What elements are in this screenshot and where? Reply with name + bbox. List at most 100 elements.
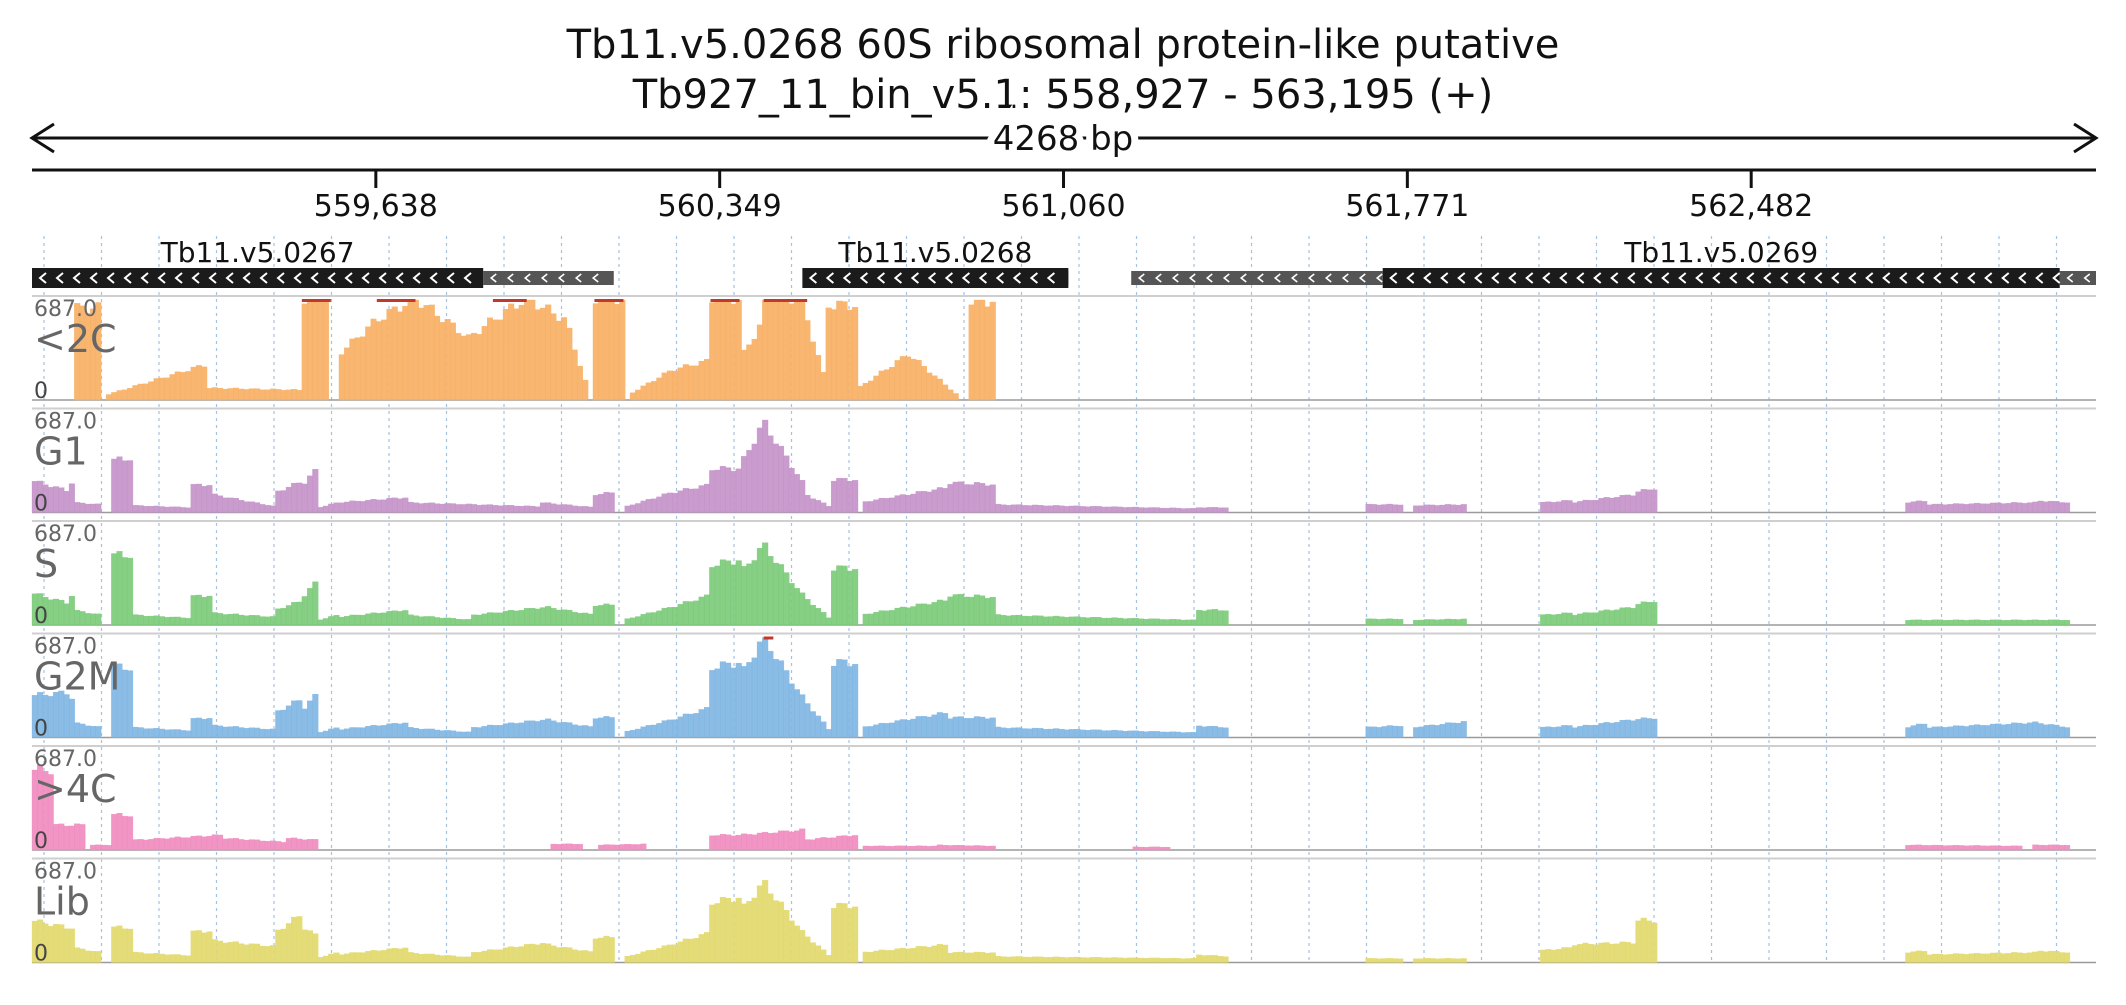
- coverage-bar: [407, 727, 414, 738]
- strand-chevron-icon: [412, 272, 421, 284]
- coverage-bar: [84, 503, 91, 513]
- coverage-bar: [677, 490, 684, 513]
- coverage-bar: [534, 309, 541, 401]
- coverage-bar: [772, 443, 779, 513]
- coverage-bar: [201, 597, 208, 626]
- coverage-bar: [1169, 731, 1176, 738]
- coverage-bar: [767, 435, 774, 513]
- coverage-bar: [942, 384, 949, 401]
- coverage-bar: [883, 498, 890, 513]
- coverage-bar: [645, 950, 652, 963]
- coverage-bar: [391, 948, 398, 963]
- coverage-bar: [688, 601, 695, 626]
- coverage-bar: [349, 338, 356, 401]
- strand-chevron-icon: [893, 272, 903, 284]
- coverage-bar: [889, 367, 896, 401]
- coverage-bar: [1095, 617, 1102, 626]
- coverage-bar: [793, 830, 800, 851]
- coverage-bar: [127, 460, 134, 513]
- coverage-bar: [206, 388, 213, 401]
- coverage-bar: [1016, 956, 1023, 963]
- coverage-bar: [629, 844, 636, 851]
- coverage-bar: [1603, 722, 1610, 738]
- coverage-bar: [873, 499, 880, 513]
- coverage-bar: [243, 501, 250, 513]
- coverage-bar: [2048, 500, 2055, 513]
- coverage-bar: [2011, 502, 2018, 513]
- coverage-bar: [1439, 724, 1446, 738]
- coverage-bar: [190, 366, 197, 401]
- coverage-bar: [545, 718, 552, 738]
- coverage-bar: [74, 609, 81, 626]
- coverage-bar: [661, 372, 668, 401]
- coverage-bar: [280, 390, 287, 401]
- coverage-bar: [1556, 726, 1563, 738]
- coverage-bar: [635, 616, 642, 626]
- coverage-bar: [412, 615, 419, 626]
- coverage-bar: [111, 926, 118, 963]
- coverage-bar: [375, 321, 382, 401]
- strand-chevron-icon: [1848, 272, 1857, 284]
- strand-chevron-icon: [429, 272, 438, 284]
- coverage-bar: [529, 299, 536, 401]
- coverage-bar: [1952, 953, 1959, 963]
- strand-chevron-icon: [910, 272, 920, 284]
- coverage-bar: [275, 389, 282, 401]
- coverage-bar: [164, 377, 171, 401]
- coverage-bar: [359, 952, 366, 963]
- coverage-bar: [788, 583, 795, 626]
- strand-chevron-icon: [859, 272, 869, 284]
- coverage-bar: [2005, 845, 2012, 851]
- coverage-bar: [1143, 507, 1150, 513]
- coverage-bar: [772, 659, 779, 738]
- coverage-bar: [386, 309, 393, 401]
- coverage-bar: [868, 613, 875, 626]
- coverage-bar: [301, 596, 308, 626]
- coverage-bar: [682, 713, 689, 738]
- coverage-bar: [920, 946, 927, 963]
- coverage-bar: [1952, 619, 1959, 626]
- coverage-bar: [783, 670, 790, 738]
- coverage-bar: [428, 616, 435, 626]
- coverage-bar: [513, 505, 520, 513]
- coverage-bar: [820, 721, 827, 738]
- coverage-bar: [1942, 845, 1949, 851]
- track-name-label: S: [34, 542, 58, 586]
- coverage-bar: [285, 923, 292, 963]
- coverage-bar: [1418, 958, 1425, 963]
- coverage-bar: [132, 951, 139, 963]
- coverage-bar: [1137, 507, 1144, 513]
- coverage-bar: [672, 492, 679, 513]
- coverage-bar: [862, 726, 869, 738]
- coverage-bar: [312, 839, 319, 851]
- coverage-bar: [1942, 954, 1949, 963]
- coverage-bar: [651, 498, 658, 513]
- coverage-bar: [1429, 958, 1436, 963]
- coverage-bar: [889, 846, 896, 851]
- coverage-bar: [248, 501, 255, 513]
- coverage-bar: [1931, 726, 1938, 738]
- coverage-bar: [333, 952, 340, 963]
- coverage-bar: [968, 304, 975, 401]
- coverage-bar: [640, 385, 647, 401]
- coverage-bar: [296, 838, 303, 851]
- coverage-bar: [232, 613, 239, 626]
- coverage-bar: [703, 594, 710, 626]
- coverage-bar: [741, 566, 748, 626]
- coverage-bar: [1005, 956, 1012, 963]
- coverage-bar: [1460, 958, 1467, 963]
- coverage-bar: [2000, 845, 2007, 851]
- coverage-bar: [455, 731, 462, 738]
- coverage-bar: [227, 838, 234, 851]
- coverage-bar: [767, 556, 774, 626]
- coverage-bar: [513, 723, 520, 738]
- coverage-bar: [1063, 957, 1070, 963]
- coverage-bar: [1444, 504, 1451, 513]
- strand-chevron-icon: [2083, 273, 2091, 283]
- coverage-bar: [217, 495, 224, 513]
- coverage-bar: [1047, 505, 1054, 513]
- coverage-bar: [1460, 721, 1467, 738]
- coverage-bar: [894, 948, 901, 963]
- coverage-bar: [1185, 732, 1192, 738]
- coverage-bar: [656, 377, 663, 401]
